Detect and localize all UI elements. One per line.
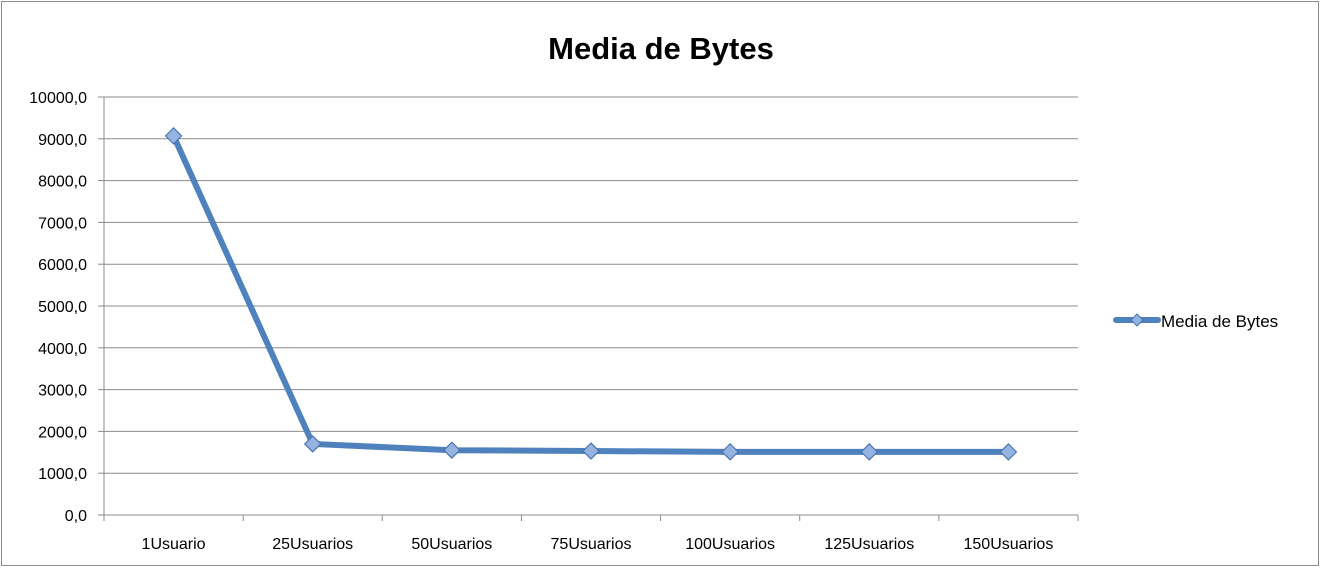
- x-tick-label: 150Usuarios: [964, 536, 1054, 553]
- data-point-marker: [999, 443, 1018, 461]
- axes: [98, 96, 1079, 521]
- y-tick-label: 9000,0: [38, 132, 87, 149]
- y-tick-label: 4000,0: [38, 341, 87, 358]
- y-tick-label: 1000,0: [38, 466, 87, 483]
- y-tick-label: 2000,0: [38, 424, 87, 441]
- data-point-marker: [582, 442, 600, 460]
- y-axis-tick-labels: 0,0 1000,0 2000,0 3000,0 4000,0 5000,0 6000,0 7…: [29, 90, 87, 525]
- legend-marker-swatch: [1130, 313, 1144, 327]
- x-tick-label: 125Usuarios: [824, 536, 914, 553]
- data-point-marker: [443, 441, 461, 460]
- data-point-marker: [721, 443, 739, 461]
- y-tick-label: 10000,0: [29, 90, 87, 107]
- legend-label: Media de Bytes: [1161, 312, 1278, 331]
- y-tick-label: 6000,0: [38, 257, 87, 274]
- y-tick-label: 0,0: [65, 508, 87, 525]
- gridlines: [104, 96, 1078, 474]
- x-tick-label: 50Usuarios: [411, 536, 492, 553]
- x-axis-tick-labels: 1Usuario 25Usuarios 50Usuarios 75Usuarios 10…: [142, 536, 1054, 553]
- x-tick-label: 25Usuarios: [272, 536, 353, 553]
- data-point-marker: [303, 435, 322, 453]
- x-tick-label: 1Usuario: [142, 536, 206, 553]
- y-tick-label: 8000,0: [38, 174, 87, 191]
- series-layer: [164, 127, 1018, 461]
- legend: Media de Bytes: [1113, 312, 1278, 331]
- chart-title: Media de Bytes: [548, 31, 774, 66]
- y-tick-label: 5000,0: [38, 299, 87, 316]
- x-tick-label: 100Usuarios: [685, 536, 775, 553]
- data-point-marker: [860, 443, 879, 461]
- y-tick-label: 7000,0: [38, 215, 87, 232]
- x-tick-label: 75Usuarios: [551, 536, 632, 553]
- data-point-marker: [164, 127, 183, 145]
- series-line: [170, 132, 1012, 455]
- y-tick-label: 3000,0: [38, 383, 87, 400]
